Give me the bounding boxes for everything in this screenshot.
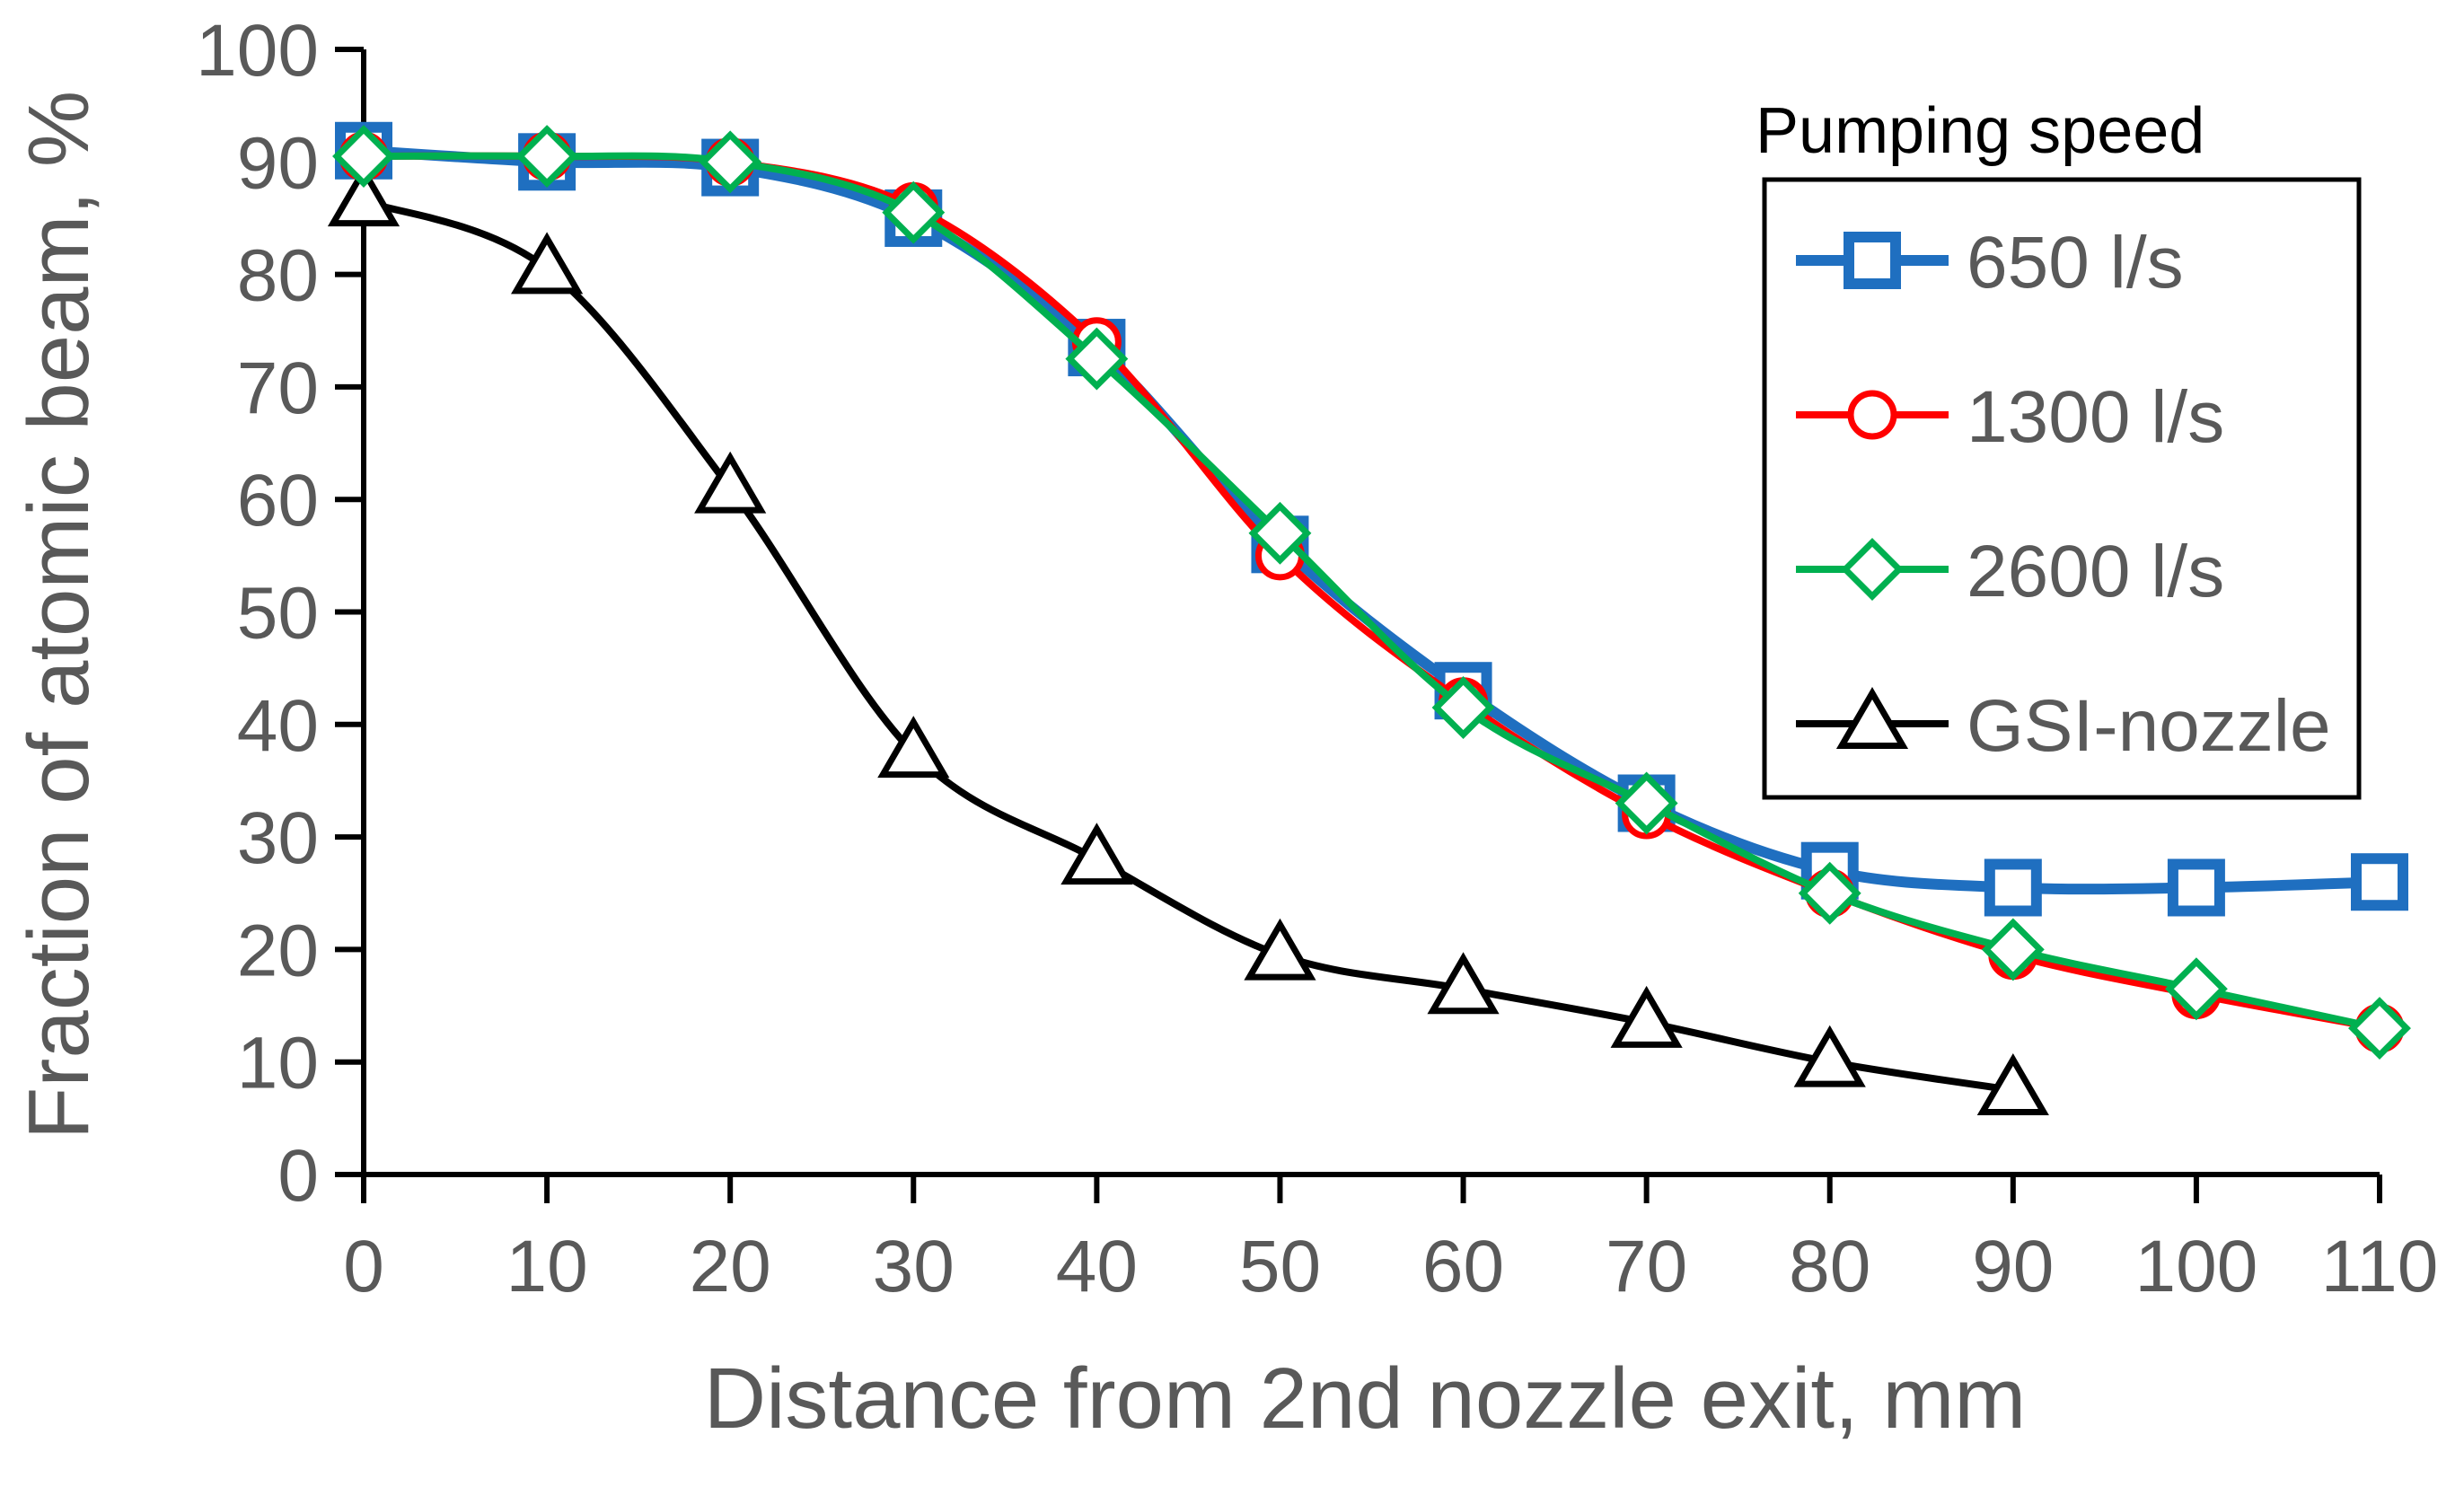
data-point-650-l-s	[1984, 858, 2042, 917]
x-tick-label: 110	[2321, 1226, 2439, 1307]
data-point-gsi-nozzle	[1793, 1025, 1866, 1087]
series-line-gsi-nozzle	[362, 198, 2014, 1094]
data-point-2600-l-s	[2164, 957, 2228, 1021]
data-point-650-l-s	[2167, 858, 2225, 917]
y-tick-label: 0	[277, 1135, 319, 1217]
x-axis-title: Distance from 2nd nozzle exit, mm	[704, 1351, 2027, 1447]
y-tick-label: 70	[237, 348, 319, 429]
x-tick-label: 10	[506, 1226, 587, 1307]
series-gsi-nozzle	[327, 164, 2049, 1116]
data-point-2600-l-s	[882, 180, 946, 244]
x-tick-label: 40	[1056, 1226, 1138, 1307]
y-tick-label: 80	[237, 235, 319, 317]
data-point-2600-l-s	[1065, 327, 1129, 391]
data-point-gsi-nozzle	[327, 164, 400, 227]
legend-label-650-l-s: 650 l/s	[1967, 222, 2184, 304]
series-group	[327, 121, 2411, 1116]
x-tick-label: 0	[343, 1226, 384, 1307]
data-point-gsi-nozzle	[694, 451, 767, 514]
x-tick-label: 60	[1422, 1226, 1504, 1307]
y-tick-label: 60	[237, 460, 319, 541]
data-point-2600-l-s	[1615, 771, 1678, 835]
y-tick-label: 20	[237, 910, 319, 991]
data-point-gsi-nozzle	[1610, 985, 1683, 1048]
data-point-gsi-nozzle	[1060, 823, 1133, 885]
data-point-2600-l-s	[2348, 997, 2411, 1060]
x-tick-label: 80	[1789, 1226, 1870, 1307]
y-tick-label: 30	[237, 797, 319, 879]
legend-marker-gsi-nozzle	[1835, 687, 1909, 749]
y-axis-title: Fraction of atomic beam, %	[11, 91, 107, 1139]
legend-label-1300-l-s: 1300 l/s	[1967, 376, 2224, 458]
x-tick-label: 100	[2134, 1226, 2257, 1307]
legend-label-gsi-nozzle: GSI-nozzle	[1967, 685, 2331, 767]
x-tick-label: 20	[690, 1226, 771, 1307]
x-tick-label: 50	[1239, 1226, 1321, 1307]
data-point-650-l-s	[2351, 853, 2408, 911]
y-tick-label: 50	[237, 573, 319, 655]
series-2600-l-s	[332, 125, 2411, 1060]
data-point-gsi-nozzle	[877, 716, 950, 779]
legend-marker-2600-l-s	[1841, 538, 1904, 601]
y-tick-label: 90	[237, 122, 319, 204]
y-tick-label: 40	[237, 685, 319, 767]
x-tick-label: 30	[873, 1226, 955, 1307]
x-tick-label: 90	[1972, 1226, 2054, 1307]
data-point-gsi-nozzle	[1427, 952, 1500, 1015]
data-point-2600-l-s	[1981, 918, 2045, 981]
legend: Pumping speed 650 l/s 1300 l/s 2600 l/s GSI…	[1756, 95, 2362, 800]
data-point-2600-l-s	[332, 125, 395, 188]
y-tick-label: 100	[196, 10, 319, 92]
data-point-2600-l-s	[1248, 501, 1312, 565]
data-point-gsi-nozzle	[1244, 918, 1316, 981]
legend-marker-650-l-s	[1844, 232, 1901, 289]
data-point-2600-l-s	[1431, 676, 1495, 739]
x-tick-label: 70	[1606, 1226, 1687, 1307]
data-point-2600-l-s	[515, 125, 579, 188]
data-point-gsi-nozzle	[511, 232, 584, 295]
y-tick-label: 10	[237, 1023, 319, 1104]
legend-title: Pumping speed	[1756, 95, 2204, 167]
legend-label-2600-l-s: 2600 l/s	[1967, 531, 2224, 612]
data-point-gsi-nozzle	[1976, 1053, 2049, 1116]
axes: 0 10 20 30 40 50 60 70 80 90 100 0 10 20 30 40 50 60 70 80 9…	[196, 10, 2438, 1307]
legend-marker-1300-l-s	[1847, 390, 1897, 440]
data-point-2600-l-s	[699, 130, 762, 194]
data-point-2600-l-s	[1798, 861, 1861, 925]
